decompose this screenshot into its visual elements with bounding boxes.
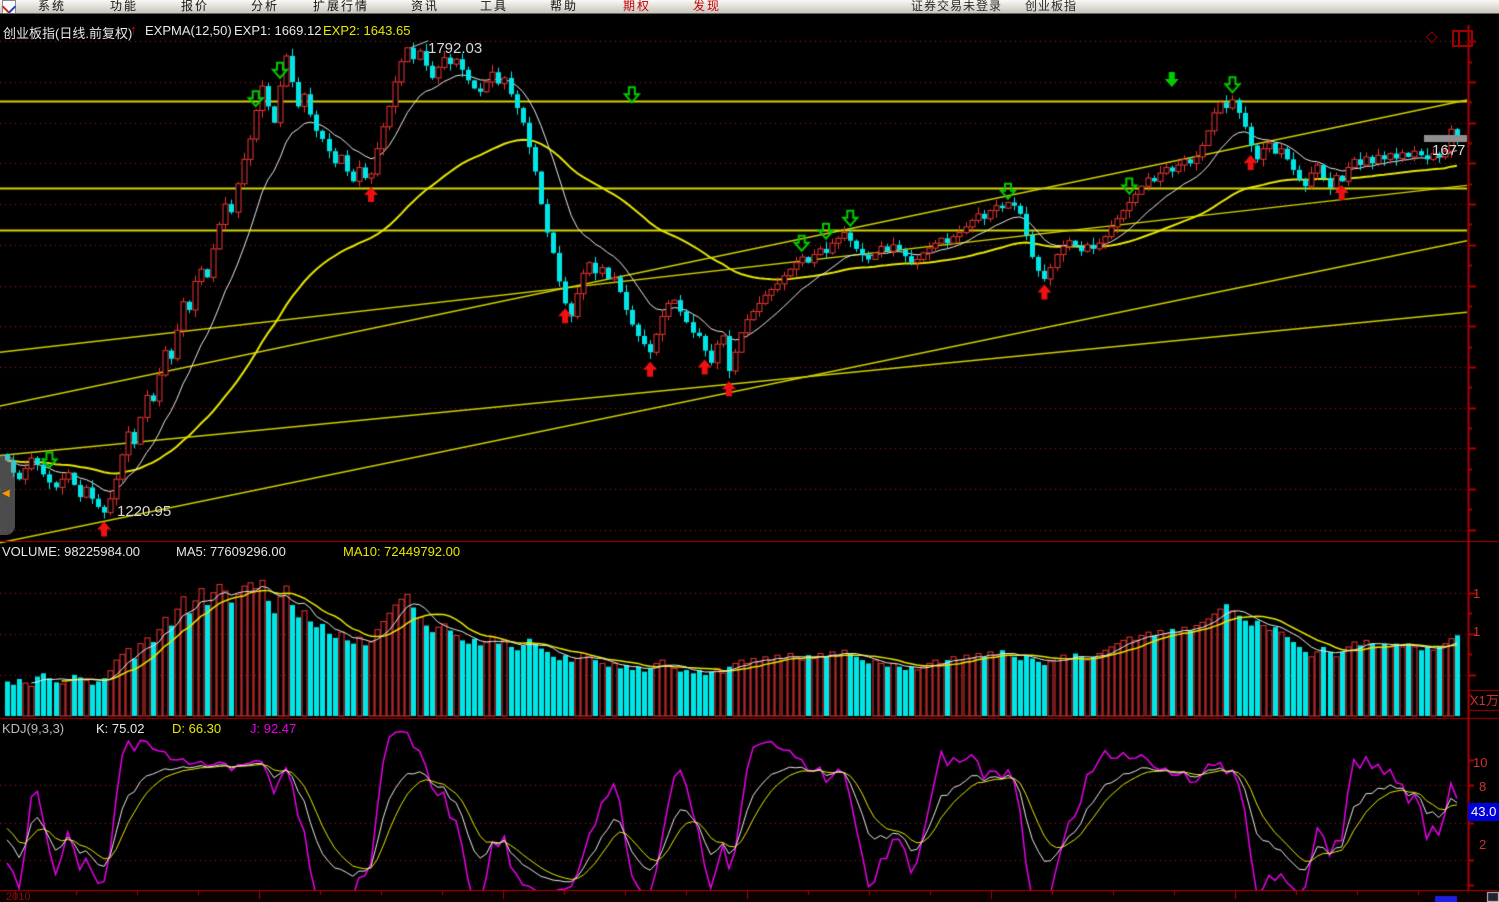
- volume-axis-tick-label: 1: [1473, 624, 1481, 639]
- price-volume-kdj-chart[interactable]: [0, 13, 1499, 902]
- kdj-d-value: D: 66.30: [172, 721, 222, 736]
- exp1-value: EXP1: 1669.12: [234, 23, 322, 38]
- kdj-current-value-badge: 43.0: [1468, 803, 1499, 821]
- kdj-axis-20: 2: [1479, 837, 1487, 852]
- kdj-j-value: J: 92.47: [250, 721, 297, 736]
- volume-value[interactable]: VOLUME: 98225984.00: [2, 544, 141, 559]
- volume-axis-tick-label: 1: [1473, 586, 1481, 601]
- menu-item-2[interactable]: 功能: [110, 0, 139, 13]
- menu-item-5[interactable]: 扩展行情: [313, 0, 370, 13]
- split-window-icon[interactable]: [1452, 30, 1473, 47]
- trough-price-annotation: 1220.95: [117, 503, 172, 520]
- menu-item-10[interactable]: 发现: [693, 0, 722, 13]
- login-status-text: 证券交易未登录: [911, 0, 1003, 13]
- diamond-tool-icon[interactable]: ◇: [1426, 28, 1438, 45]
- volume-ma10-value: MA10: 72449792.00: [343, 544, 461, 559]
- volume-axis-multiplier: X1万: [1470, 693, 1499, 708]
- current-symbol-text: 创业板指: [1025, 0, 1078, 13]
- time-axis-year-label: 2010: [6, 891, 31, 902]
- menu-item-1[interactable]: 系统: [38, 0, 67, 13]
- expma-indicator-label[interactable]: EXPMA(12,50): [145, 23, 232, 38]
- last-price-axis-label: 1677: [1432, 142, 1466, 159]
- sidebar-slide-handle[interactable]: ◀: [0, 455, 15, 535]
- chart-title: 创业板指(日线.前复权): [3, 26, 133, 41]
- kdj-indicator-label[interactable]: KDJ(9,3,3): [2, 721, 65, 736]
- kdj-k-value: K: 75.02: [96, 721, 145, 736]
- menu-item-8[interactable]: 帮助: [550, 0, 579, 13]
- menu-item-4[interactable]: 分析: [251, 0, 280, 13]
- menu-item-7[interactable]: 工具: [480, 0, 509, 13]
- kdj-axis-100: 10: [1473, 755, 1488, 770]
- menu-item-3[interactable]: 报价: [181, 0, 210, 13]
- buy-signal-up-icon: ↑: [130, 22, 137, 37]
- app-logo-icon: [1, 0, 17, 13]
- chevron-left-icon: ◀: [2, 488, 10, 499]
- menu-bar: 证券交易未登录 创业板指 系统 功能 报价 分析 扩展行情 资讯 工具 帮助 期权 发现: [0, 0, 1499, 14]
- volume-ma5-value: MA5: 77609296.00: [176, 544, 286, 559]
- kdj-axis-80: 8: [1479, 779, 1487, 794]
- exp2-value: EXP2: 1643.65: [323, 23, 411, 38]
- menu-item-6[interactable]: 资讯: [411, 0, 440, 13]
- peak-price-annotation: 1792.03: [428, 40, 483, 57]
- menu-item-9[interactable]: 期权: [623, 0, 652, 13]
